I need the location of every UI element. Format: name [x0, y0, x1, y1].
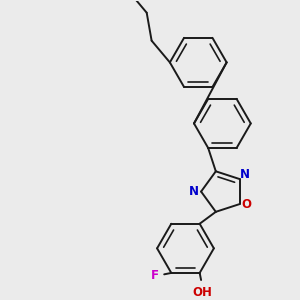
Text: OH: OH [193, 286, 212, 299]
Text: F: F [151, 269, 158, 282]
Text: N: N [189, 185, 199, 198]
Text: O: O [242, 198, 252, 211]
Text: N: N [240, 168, 250, 181]
